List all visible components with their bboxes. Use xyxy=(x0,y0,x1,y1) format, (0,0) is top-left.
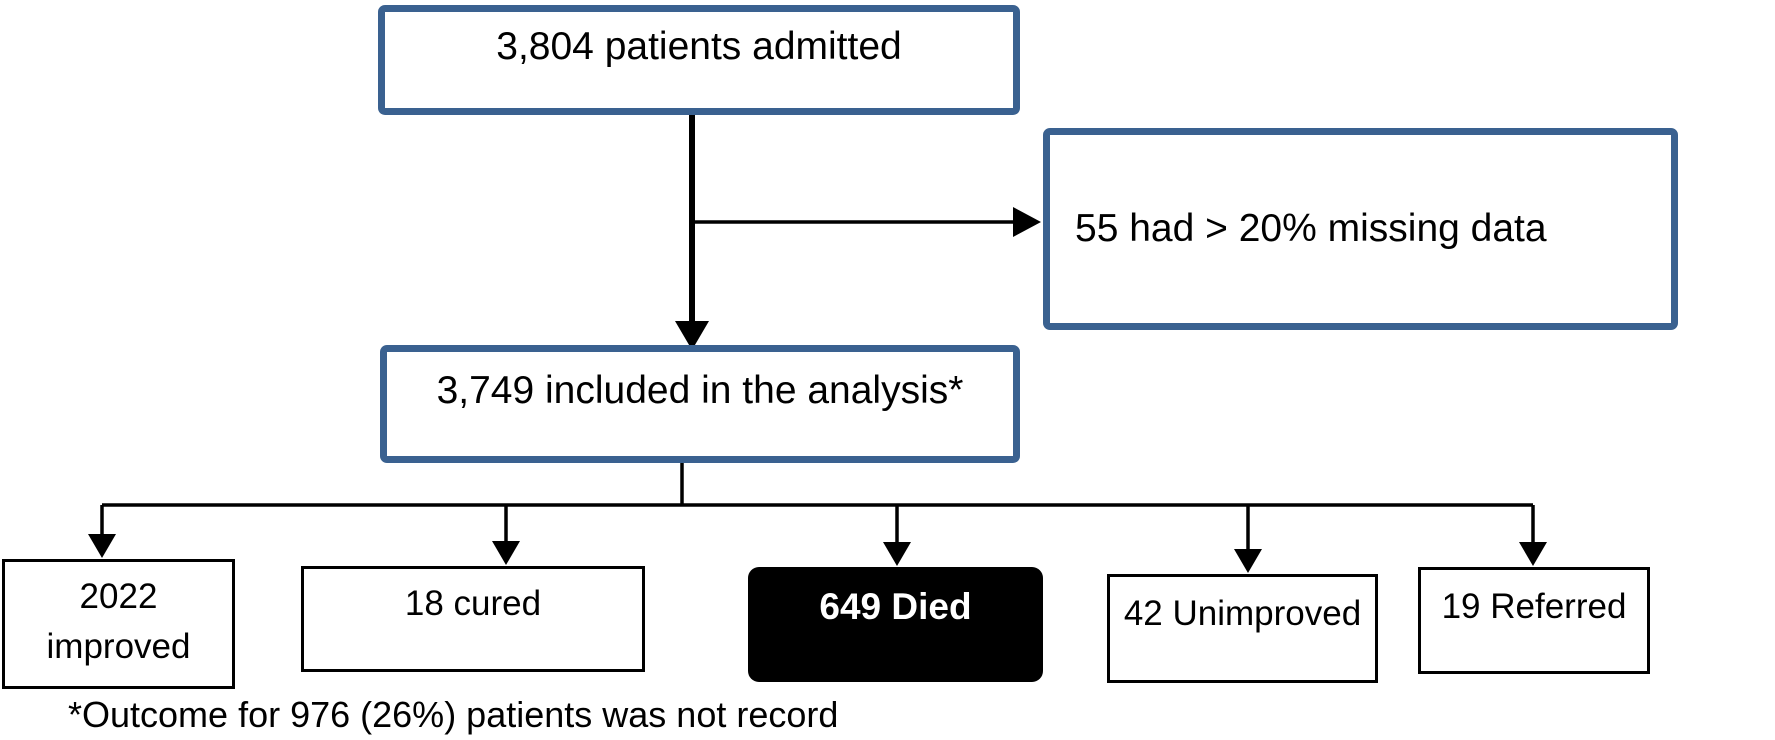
died-label: 649 Died xyxy=(819,586,972,627)
arrow-to-referred xyxy=(1519,505,1547,566)
referred-label: 19 Referred xyxy=(1441,587,1627,626)
unimproved-label: 42 Unimproved xyxy=(1123,594,1362,633)
arrow-to-improved xyxy=(88,505,116,558)
arrow-admitted-to-included xyxy=(675,113,709,350)
admitted-label: 3,804 patients admitted xyxy=(496,25,902,68)
improved-label: 2022 improved xyxy=(46,577,191,666)
admitted-box: 3,804 patients admitted xyxy=(378,5,1020,115)
arrow-to-cured xyxy=(492,505,520,565)
missing-data-box: 55 had > 20% missing data xyxy=(1043,128,1678,330)
included-label: 3,749 included in the analysis* xyxy=(436,369,964,412)
died-box: 649 Died xyxy=(748,567,1043,682)
arrow-to-died xyxy=(883,505,911,566)
improved-box: 2022 improved xyxy=(2,559,235,689)
cured-box: 18 cured xyxy=(301,566,645,672)
footnote: *Outcome for 976 (26%) patients was not … xyxy=(68,694,839,735)
arrow-to-missing-data xyxy=(692,207,1041,237)
arrow-to-unimproved xyxy=(1234,505,1262,573)
cured-label: 18 cured xyxy=(404,584,542,623)
missing-data-label: 55 had > 20% missing data xyxy=(1075,207,1547,250)
unimproved-box: 42 Unimproved xyxy=(1107,574,1378,683)
referred-box: 19 Referred xyxy=(1418,567,1650,674)
included-box: 3,749 included in the analysis* xyxy=(380,345,1020,463)
